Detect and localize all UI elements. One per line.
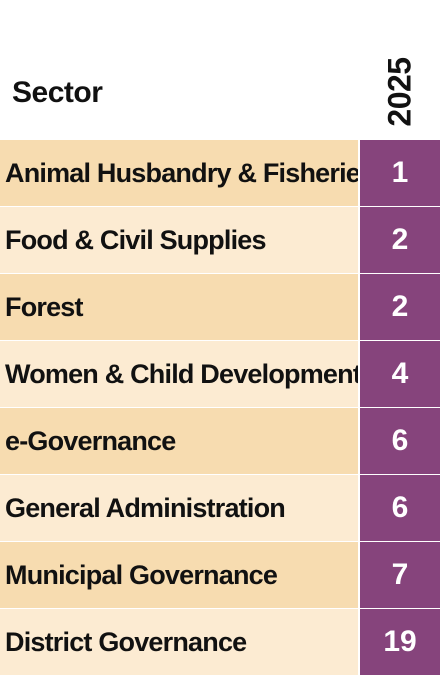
table-row: Municipal Governance 7 xyxy=(0,542,440,608)
table-row: Animal Husbandry & Fisheries 1 xyxy=(0,140,440,206)
value-cell: 2 xyxy=(360,274,440,340)
sector-label: Municipal Governance xyxy=(0,542,358,608)
table-row: Forest 2 xyxy=(0,274,440,340)
sector-table: Sector 2025 Animal Husbandry & Fisheries… xyxy=(0,0,440,675)
table-row: e-Governance 6 xyxy=(0,408,440,474)
value-cell: 6 xyxy=(360,408,440,474)
table-row: General Administration 6 xyxy=(0,475,440,541)
table-header: Sector 2025 xyxy=(0,0,440,140)
value-cell: 2 xyxy=(360,207,440,273)
value-cell: 6 xyxy=(360,475,440,541)
sector-label: District Governance xyxy=(0,609,358,675)
value-cell: 1 xyxy=(360,140,440,206)
sector-label: e-Governance xyxy=(0,408,358,474)
year-column-header-text: 2025 xyxy=(381,57,418,127)
table-row: District Governance 19 xyxy=(0,609,440,675)
value-cell: 7 xyxy=(360,542,440,608)
sector-label: General Administration xyxy=(0,475,358,541)
sector-label: Forest xyxy=(0,274,358,340)
value-cell: 4 xyxy=(360,341,440,407)
value-cell: 19 xyxy=(360,609,440,675)
table-body: Animal Husbandry & Fisheries 1 Food & Civi… xyxy=(0,140,440,675)
table-row: Food & Civil Supplies 2 xyxy=(0,207,440,273)
sector-column-header: Sector xyxy=(12,76,103,109)
sector-label: Food & Civil Supplies xyxy=(0,207,358,273)
table-row: Women & Child Development 4 xyxy=(0,341,440,407)
sector-label: Animal Husbandry & Fisheries xyxy=(0,140,358,206)
sector-label: Women & Child Development xyxy=(0,341,358,407)
